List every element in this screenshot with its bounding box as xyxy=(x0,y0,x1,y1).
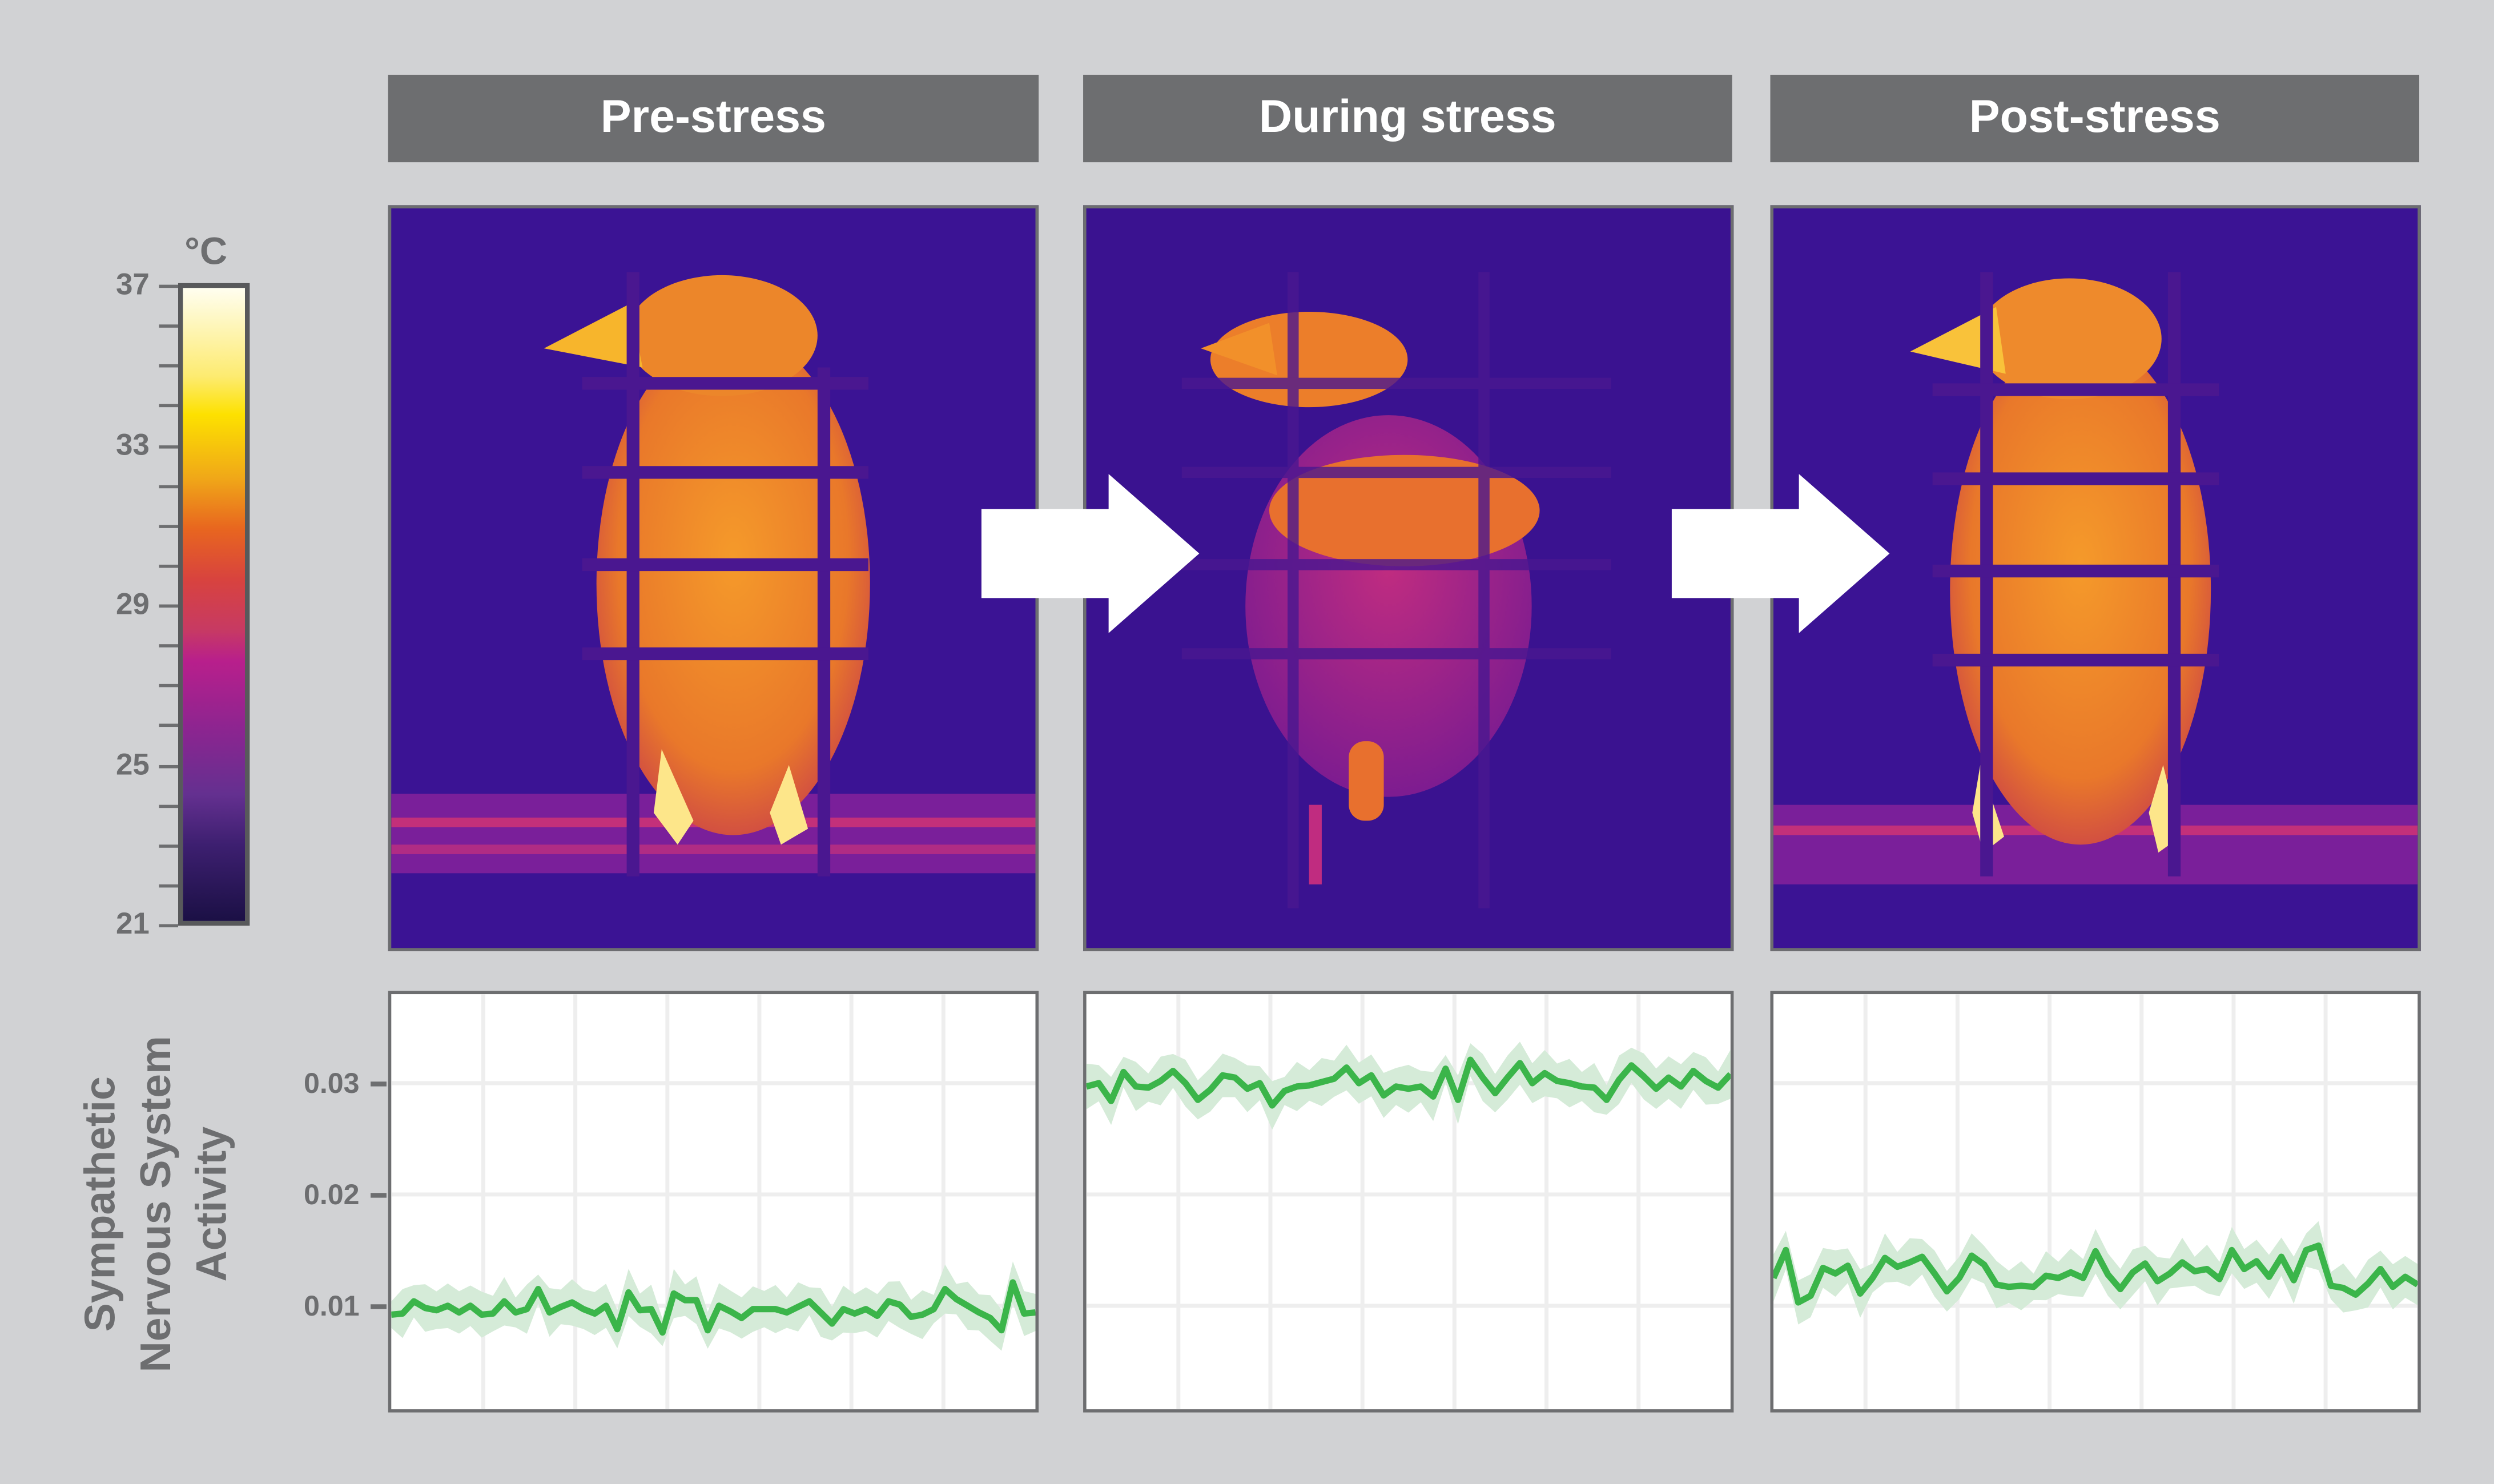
thermal-image-pre-stress xyxy=(388,205,1039,951)
y-axis-label-line: Nervous System xyxy=(129,1036,183,1372)
data-point xyxy=(2021,1285,2022,1286)
colorbar-tick xyxy=(159,485,178,488)
colorbar-tick xyxy=(159,844,178,848)
panel-header-during-stress: During stress xyxy=(1083,75,1732,162)
colorbar-tick-label: 21 xyxy=(79,910,150,942)
data-point xyxy=(1222,1075,1223,1076)
y-axis-label-line: Activity xyxy=(184,1127,239,1282)
colorbar-tick-label: 29 xyxy=(79,590,150,622)
colorbar-tick xyxy=(159,765,178,768)
data-point xyxy=(1507,1077,1508,1078)
colorbar-tick xyxy=(159,645,178,648)
colorbar-tick xyxy=(159,725,178,728)
data-point xyxy=(888,1301,889,1302)
data-point xyxy=(1835,1273,1836,1274)
colorbar-tick xyxy=(159,685,178,688)
colorbar-tick-label: 37 xyxy=(79,271,150,303)
arrow-right-icon xyxy=(1672,474,1890,633)
colorbar-tick xyxy=(159,365,178,368)
data-point xyxy=(2108,1274,2109,1275)
data-point xyxy=(1984,1264,1985,1265)
data-point xyxy=(2219,1279,2220,1280)
data-point xyxy=(1909,1262,1910,1263)
data-point xyxy=(2182,1262,2183,1263)
data-point xyxy=(922,1314,923,1315)
data-point xyxy=(730,1311,731,1312)
data-point xyxy=(1346,1067,1347,1068)
y-axis-label-line: Sympathetic xyxy=(73,1076,127,1332)
data-point xyxy=(1860,1293,1861,1294)
data-point xyxy=(1798,1302,1799,1303)
confidence-band-post-stress xyxy=(1773,1221,2417,1325)
colorbar-tick xyxy=(159,565,178,568)
data-point xyxy=(662,1332,663,1333)
colorbar xyxy=(178,283,250,926)
data-point xyxy=(594,1313,595,1314)
chart-during-stress xyxy=(1083,991,1733,1412)
data-point xyxy=(504,1301,505,1302)
data-point xyxy=(1408,1088,1409,1089)
data-point xyxy=(685,1300,686,1301)
colorbar-tick xyxy=(159,285,178,288)
data-point xyxy=(617,1329,618,1330)
chart-post-stress xyxy=(1770,991,2420,1412)
colorbar-tick xyxy=(159,405,178,408)
data-point xyxy=(2318,1245,2319,1246)
data-point xyxy=(1247,1088,1248,1089)
data-point xyxy=(2033,1286,2034,1287)
data-point xyxy=(1185,1083,1186,1084)
data-point xyxy=(549,1312,550,1313)
data-point xyxy=(1631,1065,1632,1066)
colorbar-tick xyxy=(159,445,178,448)
data-point xyxy=(696,1300,697,1301)
data-point xyxy=(572,1302,573,1303)
y-tick-label: 0.01 xyxy=(271,1290,360,1322)
panel-header-pre-stress: Pre-stress xyxy=(388,75,1039,162)
colorbar-tick-label: 33 xyxy=(79,431,150,463)
colorbar-tick-label: 25 xyxy=(79,751,150,783)
data-point xyxy=(1934,1273,1935,1274)
chart-pre-stress xyxy=(388,991,1039,1412)
data-point xyxy=(1433,1096,1434,1097)
data-point xyxy=(1668,1077,1669,1078)
data-point xyxy=(798,1307,799,1308)
y-tick-mark xyxy=(371,1193,387,1197)
data-point xyxy=(820,1312,821,1313)
data-point xyxy=(2393,1286,2394,1287)
data-point xyxy=(2194,1271,2195,1272)
data-point xyxy=(1309,1085,1310,1086)
colorbar-tick xyxy=(159,805,178,808)
data-point xyxy=(2070,1272,2071,1273)
data-point xyxy=(1947,1291,1948,1292)
y-tick-mark xyxy=(371,1081,387,1086)
data-point xyxy=(1383,1095,1384,1096)
y-tick-label: 0.02 xyxy=(271,1179,360,1211)
panel-header-post-stress: Post-stress xyxy=(1770,75,2419,162)
y-tick-mark xyxy=(371,1304,387,1309)
data-point xyxy=(481,1314,482,1315)
data-point xyxy=(1897,1266,1898,1267)
colorbar-unit: °C xyxy=(184,231,227,275)
colorbar-tick xyxy=(159,525,178,528)
data-point xyxy=(414,1301,415,1302)
data-point xyxy=(809,1301,810,1302)
colorbar-tick xyxy=(159,884,178,888)
data-point xyxy=(2256,1261,2257,1262)
data-point xyxy=(956,1299,957,1300)
colorbar-tick xyxy=(159,325,178,328)
data-point xyxy=(459,1312,460,1313)
data-point xyxy=(2095,1251,2096,1252)
colorbar-tick xyxy=(159,924,178,927)
data-point xyxy=(1272,1105,1273,1106)
colorbar-tick xyxy=(159,605,178,608)
y-tick-label: 0.03 xyxy=(271,1068,360,1100)
arrow-right-icon xyxy=(981,474,1200,633)
data-point xyxy=(1235,1077,1236,1078)
data-point xyxy=(2157,1281,2158,1282)
